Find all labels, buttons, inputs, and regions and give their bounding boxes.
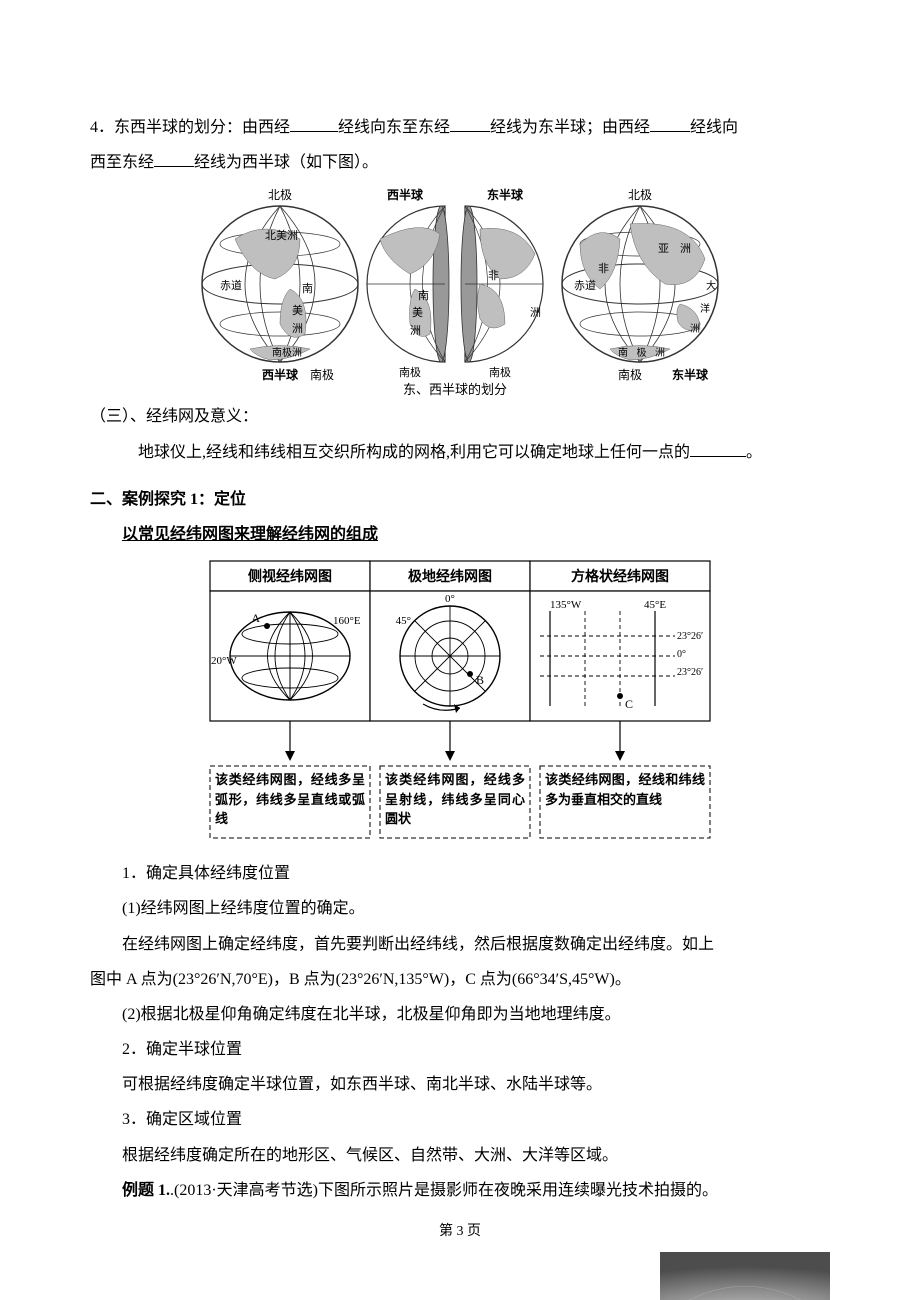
grid-caption-1: 该类经纬网图，经线多呈弧形，纬线多呈直线或弧线 — [215, 770, 365, 829]
panel3-lat23s: 23°26′ — [677, 667, 703, 678]
label-north-america: 北美洲 — [265, 229, 298, 242]
label-xibanqiu: 西半球 — [262, 367, 299, 382]
label-south-pole-right: 南极 — [618, 367, 642, 382]
body-p5: (2)根据北极星仰角确定纬度在北半球，北极星仰角即为当地地理纬度。 — [90, 997, 830, 1032]
body-p4: 图中 A 点为(23°26′N,70°E)，B 点为(23°26′N,135°W… — [90, 962, 830, 997]
page-number: 第 3 页 — [0, 1220, 920, 1240]
label-north-pole-right: 北极 — [628, 188, 652, 202]
label-dongbanqiu: 东半球 — [672, 367, 709, 382]
panel1-160E: 160°E — [333, 615, 361, 627]
example-body: .(2013·天津高考节选)下图所示照片是摄影师在夜晚采用连续曝光技术拍摄的。 — [170, 1182, 718, 1199]
body-p10: 例题 1..(2013·天津高考节选)下图所示照片是摄影师在夜晚采用连续曝光技术… — [90, 1173, 830, 1208]
corner-photo — [660, 1252, 830, 1300]
label-ocean-3: 洲 — [690, 323, 700, 335]
panel3-C: C — [625, 697, 633, 711]
text-frag: 经线为西半球（如下图）。 — [194, 154, 378, 171]
figure-hemispheres: 北极 西半球 南极 北美洲 赤道 南 美 洲 南极洲 西半球 东半球 — [90, 184, 830, 399]
label-asia-2: 洲 — [680, 243, 691, 255]
paragraph-q4-line1: 4．东西半球的划分：由西经 经线向东至东经 经线为东半球；由西经 经线向 — [90, 110, 830, 145]
body-p9: 根据经纬度确定所在的地形区、气候区、自然带、大洲、大洋等区域。 — [90, 1138, 830, 1173]
label-south-pole-mid1: 南极 — [399, 365, 421, 379]
subsection-3-title: （三）、经纬网及意义： — [90, 399, 830, 434]
panel3-lat0: 0° — [677, 649, 686, 660]
body-p7: 可根据经纬度确定半球位置，如东西半球、南北半球、水陆半球等。 — [90, 1067, 830, 1102]
blank-field[interactable] — [690, 438, 746, 457]
text-frag: 经线为东半球；由西经 — [490, 119, 650, 136]
figure-gridtypes: www.wodoc.com 侧视经纬网图 极地经纬网图 方格状经纬网图 — [90, 556, 830, 856]
blank-field[interactable] — [154, 149, 194, 168]
label-sam-mid-3: 洲 — [410, 325, 421, 337]
text-frag: 经线向东至东经 — [338, 119, 450, 136]
text-frag: 西至东经 — [90, 154, 154, 171]
section-2-subline: 以常见经纬网图来理解经纬网的组成 — [90, 517, 830, 552]
section-2-title: 二、案例探究 1：定位 — [90, 482, 830, 517]
label-north-pole-left: 北极 — [268, 188, 292, 202]
panel3-45E: 45°E — [644, 599, 666, 611]
subsection-3-body: 地球仪上,经线和纬线相互交织所构成的网格,利用它可以确定地球上任何一点的 。 — [90, 435, 830, 470]
label-sa-1: 南 — [302, 282, 313, 295]
panel2-0deg: 0° — [445, 593, 455, 605]
grid-header-1: 侧视经纬网图 — [248, 568, 332, 585]
hemispheres-caption: 东、西半球的划分 — [403, 382, 507, 397]
grid-header-2: 极地经纬网图 — [408, 568, 492, 585]
label-sa-3: 洲 — [292, 323, 303, 335]
label-sam-mid-1: 南 — [418, 289, 429, 302]
gridtypes-svg: www.wodoc.com 侧视经纬网图 极地经纬网图 方格状经纬网图 — [205, 556, 715, 856]
page: 4．东西半球的划分：由西经 经线向东至东经 经线为东半球；由西经 经线向 西至东经 经线… — [0, 0, 920, 1300]
label-fei-r: 非 — [598, 262, 609, 275]
hemispheres-svg: 北极 西半球 南极 北美洲 赤道 南 美 洲 南极洲 西半球 东半球 — [180, 184, 740, 399]
label-sam-mid-2: 美 — [412, 306, 423, 319]
label-antarctica-right: 南 极 洲 — [618, 346, 668, 359]
body-p2: (1)经纬网图上经纬度位置的确定。 — [90, 891, 830, 926]
text-frag: 。 — [746, 444, 762, 461]
grid-caption-3: 该类经纬网图，经线和纬线多为垂直相交的直线 — [545, 770, 705, 809]
label-ocean-1: 大 — [706, 279, 716, 292]
panel2-45: 45° — [396, 615, 411, 627]
grid-caption-2: 该类经纬网图，经线多呈射线，纬线多呈同心圆状 — [385, 770, 525, 829]
label-east-hem-bold: 东半球 — [487, 187, 524, 202]
body-p1: 1．确定具体经纬度位置 — [90, 856, 830, 891]
body-p6: 2．确定半球位置 — [90, 1032, 830, 1067]
blank-field[interactable] — [650, 113, 690, 132]
label-equator-r: 赤道 — [574, 278, 596, 292]
label-south-pole-left: 南极 — [310, 367, 334, 382]
section-2-subline-text: 以常见经纬网图来理解经纬网的组成 — [122, 526, 378, 543]
panel3-lat23n: 23°26′ — [677, 631, 703, 642]
panel1-20W: 20°W — [211, 655, 237, 667]
blank-field[interactable] — [450, 113, 490, 132]
text-frag: 4．东西半球的划分：由西经 — [90, 119, 290, 136]
label-equator: 赤道 — [220, 278, 242, 292]
label-zhou-r1: 洲 — [530, 307, 541, 319]
label-antarctica-left: 南极洲 — [272, 346, 302, 359]
label-sa-2: 美 — [292, 304, 303, 317]
panel1-A: A — [251, 611, 260, 625]
label-asia-1: 亚 — [658, 243, 669, 255]
grid-header-3: 方格状经纬网图 — [571, 568, 669, 585]
figure-gridtypes-box: www.wodoc.com 侧视经纬网图 极地经纬网图 方格状经纬网图 — [205, 556, 715, 856]
label-west-hem-bold: 西半球 — [387, 187, 424, 202]
figure-hemispheres-box: 北极 西半球 南极 北美洲 赤道 南 美 洲 南极洲 西半球 东半球 — [180, 184, 740, 399]
text-frag: 地球仪上,经线和纬线相互交织所构成的网格,利用它可以确定地球上任何一点的 — [138, 444, 690, 461]
label-ocean-2: 洋 — [700, 302, 710, 315]
panel3-135W: 135°W — [550, 599, 582, 611]
body-p3: 在经纬网图上确定经纬度，首先要判断出经纬线，然后根据度数确定出经纬度。如上 — [90, 927, 830, 962]
text-frag: 经线向 — [690, 119, 738, 136]
label-south-pole-mid2: 南极 — [489, 365, 511, 379]
paragraph-q4-line2: 西至东经 经线为西半球（如下图）。 — [90, 145, 830, 180]
label-fei: 非 — [488, 269, 499, 282]
panel2-B: B — [476, 673, 484, 687]
body-p8: 3．确定区域位置 — [90, 1102, 830, 1137]
example-label: 例题 1. — [122, 1182, 170, 1199]
blank-field[interactable] — [290, 113, 338, 132]
